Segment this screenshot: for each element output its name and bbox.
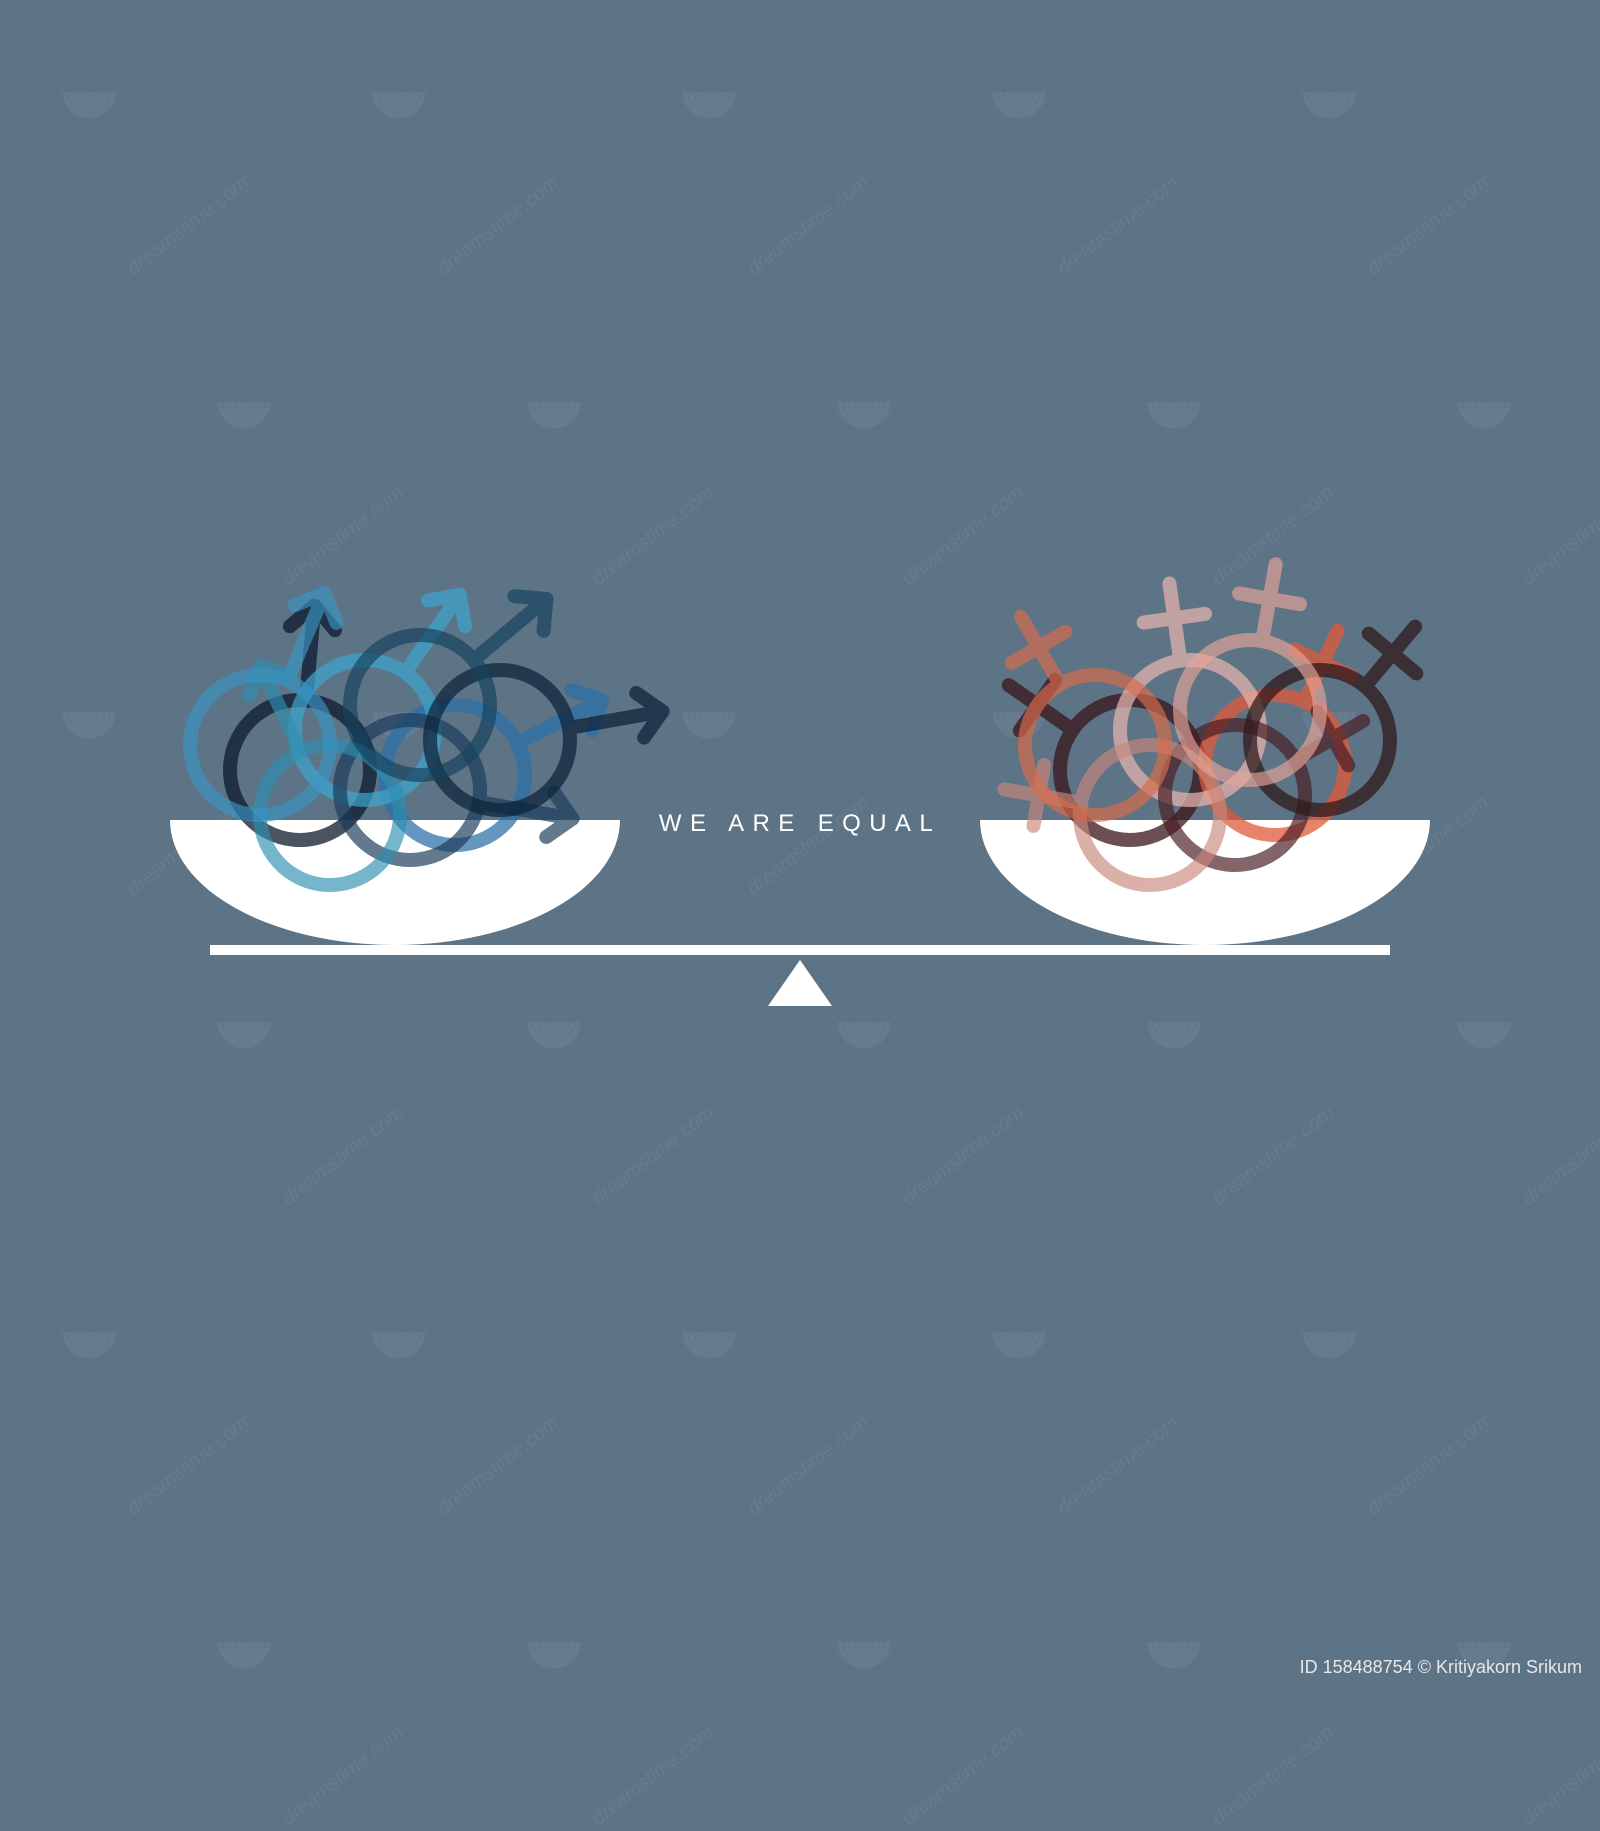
infographic-canvas: dreamstime.comdreamstime.comdreamstime.c…: [0, 0, 1600, 1690]
caption-text: WE ARE EQUAL: [659, 810, 941, 838]
attribution-text: ID 158488754 © Kritiyakorn Srikum: [1300, 1657, 1582, 1678]
scale-bowl-right: [980, 820, 1430, 945]
scale-fulcrum: [768, 960, 832, 1006]
scale-beam: [210, 945, 1390, 955]
equality-scale-illustration: [0, 0, 1600, 1690]
